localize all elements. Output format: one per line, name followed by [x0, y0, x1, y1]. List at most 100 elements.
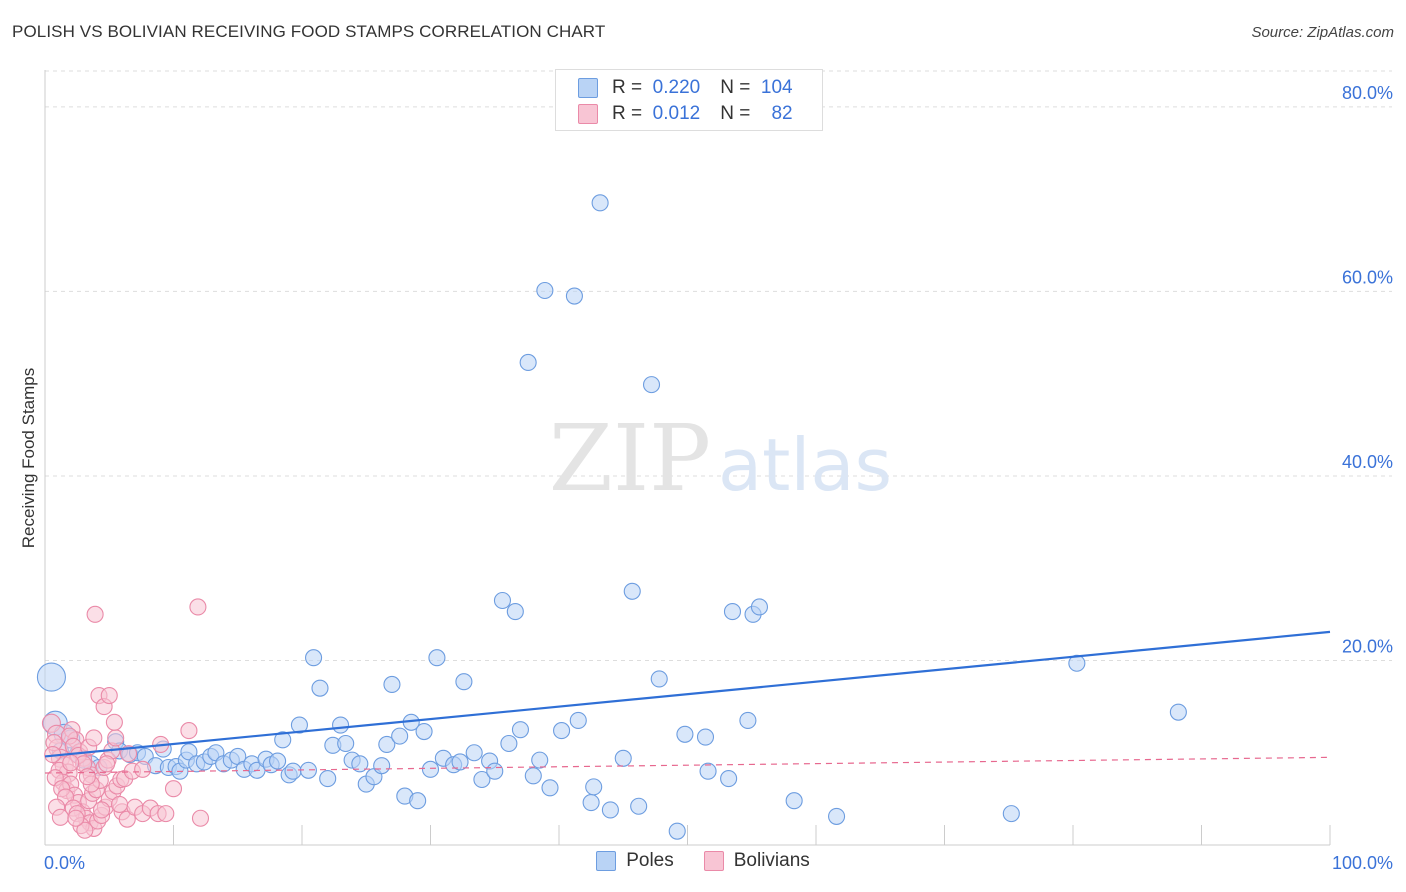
n-value-poles: 104 [760, 77, 793, 98]
bolivians-point-81 [62, 754, 80, 772]
stats-legend: R = 0.220 N = 104 R = 0.012 N = 82 [555, 69, 823, 131]
poles-point-100 [1068, 654, 1086, 672]
poles-point-51 [383, 675, 401, 694]
bolivians-point-79 [92, 801, 111, 819]
poles-point-94 [739, 711, 757, 729]
y-tick-label-3: 80.0% [1342, 83, 1393, 103]
chart-title: POLISH VS BOLIVIAN RECEIVING FOOD STAMPS… [12, 22, 606, 41]
poles-point-76 [553, 722, 571, 740]
poles-point-36 [284, 762, 302, 780]
poles-point-43 [331, 716, 350, 734]
watermark-atlas: atlas [718, 423, 892, 507]
bolivians-point-59 [118, 810, 136, 828]
bolivians-point-73 [67, 809, 85, 827]
poles-point-71 [519, 353, 537, 372]
poles-point-63 [465, 744, 483, 762]
y-tick-label-2: 60.0% [1342, 267, 1393, 287]
poles-point-70 [511, 721, 530, 739]
poles-point-86 [642, 376, 661, 394]
poles-point-64 [473, 770, 491, 789]
poles-point-69 [506, 603, 524, 621]
poles-point-72 [524, 767, 542, 785]
x-tick-label-1: 100.0% [1332, 853, 1393, 873]
poles-point-89 [676, 725, 694, 743]
legend-label-bolivians: Bolivians [733, 850, 810, 871]
poles-point-39 [305, 649, 323, 667]
poles-point-101 [1169, 703, 1187, 721]
legend-item-poles[interactable]: Poles [596, 850, 674, 872]
poles-point-46 [351, 755, 369, 773]
poles-point-98 [828, 807, 846, 825]
bolivians-point-70 [134, 760, 152, 778]
watermark-zip: ZIP [549, 405, 711, 512]
bolivians-legend-swatch [703, 851, 724, 871]
bolivians-swatch [578, 104, 598, 124]
bolivians-point-65 [164, 780, 183, 798]
poles-point-33 [269, 752, 287, 770]
n-value-bolivians: 82 [771, 103, 793, 124]
data-points [36, 194, 1187, 840]
stats-row-poles: R = 0.220 N = 104 [578, 76, 793, 100]
y-tick-label-1: 40.0% [1342, 452, 1393, 472]
bolivians-point-75 [98, 755, 116, 773]
poles-point-52 [391, 727, 409, 745]
poles-point-57 [421, 760, 440, 778]
poles-point-97 [785, 792, 803, 810]
poles-point-75 [541, 779, 559, 797]
r-value-poles: 0.220 [652, 77, 701, 98]
poles-point-68 [500, 734, 518, 753]
bolivians-point-64 [157, 805, 175, 823]
axis-labels: 20.0% 40.0% 60.0% 80.0% 0.0% 100.0% Receiving … [19, 83, 1393, 873]
poles-point-79 [582, 794, 600, 812]
poles-point-87 [650, 670, 668, 688]
bottom-legend: Poles Bolivians [0, 850, 1406, 872]
n-label: N = [720, 103, 751, 124]
poles-point-0 [36, 662, 66, 692]
poles-point-20 [180, 743, 198, 761]
bolivians-point-67 [191, 809, 210, 827]
poles-point-78 [569, 711, 587, 729]
watermark: ZIP atlas [549, 405, 892, 512]
y-tick-label-0: 20.0% [1342, 636, 1393, 656]
poles-point-85 [630, 797, 648, 815]
n-label: N = [720, 77, 751, 98]
poles-point-34 [274, 731, 292, 749]
legend-item-bolivians[interactable]: Bolivians [703, 850, 810, 872]
x-tick-label-0: 0.0% [44, 853, 85, 873]
poles-point-67 [493, 591, 512, 610]
poles-point-88 [668, 822, 686, 840]
poles-point-83 [614, 749, 632, 767]
poles-point-80 [585, 778, 603, 796]
poles-point-81 [591, 194, 609, 212]
poles-point-77 [565, 287, 583, 305]
poles-point-56 [415, 722, 433, 741]
poles-point-66 [486, 762, 504, 780]
poles-point-40 [311, 679, 329, 697]
poles-point-93 [723, 603, 742, 621]
poles-legend-swatch [596, 851, 617, 871]
axes [44, 70, 1331, 846]
bolivians-point-66 [180, 722, 198, 740]
poles-point-44 [337, 734, 355, 753]
bolivians-point-57 [189, 598, 207, 616]
bolivians-point-55 [105, 713, 123, 731]
poles-point-55 [409, 792, 427, 810]
bolivians-point-78 [110, 795, 129, 813]
poles-trend-line [44, 630, 1331, 758]
r-label: R = [612, 103, 643, 124]
stats-row-bolivians: R = 0.012 N = 82 [578, 102, 793, 126]
poles-point-62 [455, 673, 473, 691]
bolivians-point-37 [76, 821, 94, 839]
poles-point-91 [699, 762, 717, 780]
trend-lines [44, 630, 1331, 774]
y-axis-label: Receiving Food Stamps [19, 368, 38, 548]
poles-point-74 [536, 281, 554, 300]
poles-swatch [578, 78, 598, 98]
poles-point-49 [373, 757, 391, 775]
series-poles [36, 194, 1187, 840]
grid-lines [45, 70, 1392, 661]
poles-point-37 [290, 716, 308, 734]
poles-point-90 [696, 728, 715, 746]
poles-point-50 [378, 735, 396, 753]
bolivians-point-72 [51, 808, 69, 826]
